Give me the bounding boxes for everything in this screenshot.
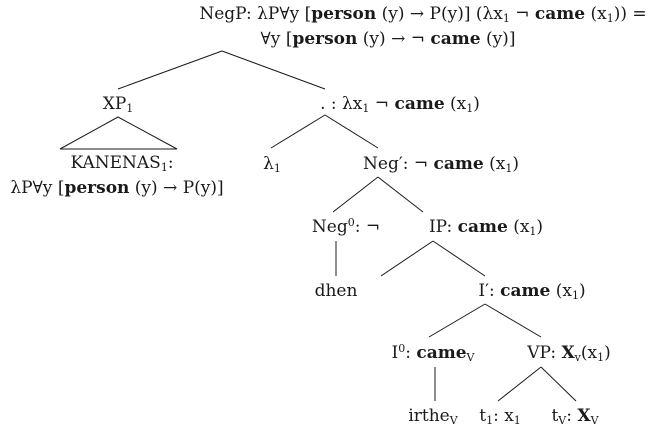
- edge-ibar-vp: [484, 303, 542, 338]
- node-neg0: Neg0: ¬: [311, 216, 381, 237]
- edge-dotnode-negbar: [324, 114, 379, 149]
- node-lambda: λ1: [263, 154, 281, 175]
- node-negbar: Neg′: ¬ came (x1): [363, 154, 519, 175]
- node-dot: . : λx1 ¬ came (x1): [320, 94, 480, 115]
- edge-ip-ibar: [432, 240, 486, 277]
- edge-vp-tv: [540, 366, 577, 402]
- node-ibar: I′: came (x1): [478, 281, 586, 302]
- node-i0: I0: cameV: [391, 342, 475, 364]
- edge-ibar-i0: [428, 303, 486, 338]
- edge-negp-xp: [117, 50, 223, 90]
- node-negp-line1: NegP: λP∀y [person (y) → P(y)] (λx1 ¬ ca…: [199, 4, 647, 25]
- node-dhen: dhen: [314, 281, 358, 301]
- edge-vp-t1: [497, 366, 542, 402]
- triangle-xp: [59, 116, 178, 150]
- edge-negbar-neg0: [332, 176, 379, 213]
- edge-negbar-ip: [377, 176, 424, 213]
- node-xp: XP1: [102, 94, 134, 115]
- edge-negp-dotnode: [221, 50, 326, 90]
- node-irthe: irtheV: [408, 406, 458, 427]
- node-ip: IP: came (x1): [428, 217, 544, 238]
- node-vp: VP: Xv(x1): [527, 343, 611, 364]
- edge-ip-left: [380, 240, 434, 277]
- node-kanenas-line1: KANENAS1:: [70, 153, 174, 174]
- node-tv: tV: XV: [551, 406, 599, 427]
- edge-dotnode-lambda: [270, 114, 326, 149]
- node-t1: t1: x1: [479, 406, 521, 427]
- node-kanenas-line2: λP∀y [person (y) → P(y)]: [10, 178, 224, 198]
- node-negp-line2: ∀y [person (y) → ¬ came (y)]: [260, 29, 516, 49]
